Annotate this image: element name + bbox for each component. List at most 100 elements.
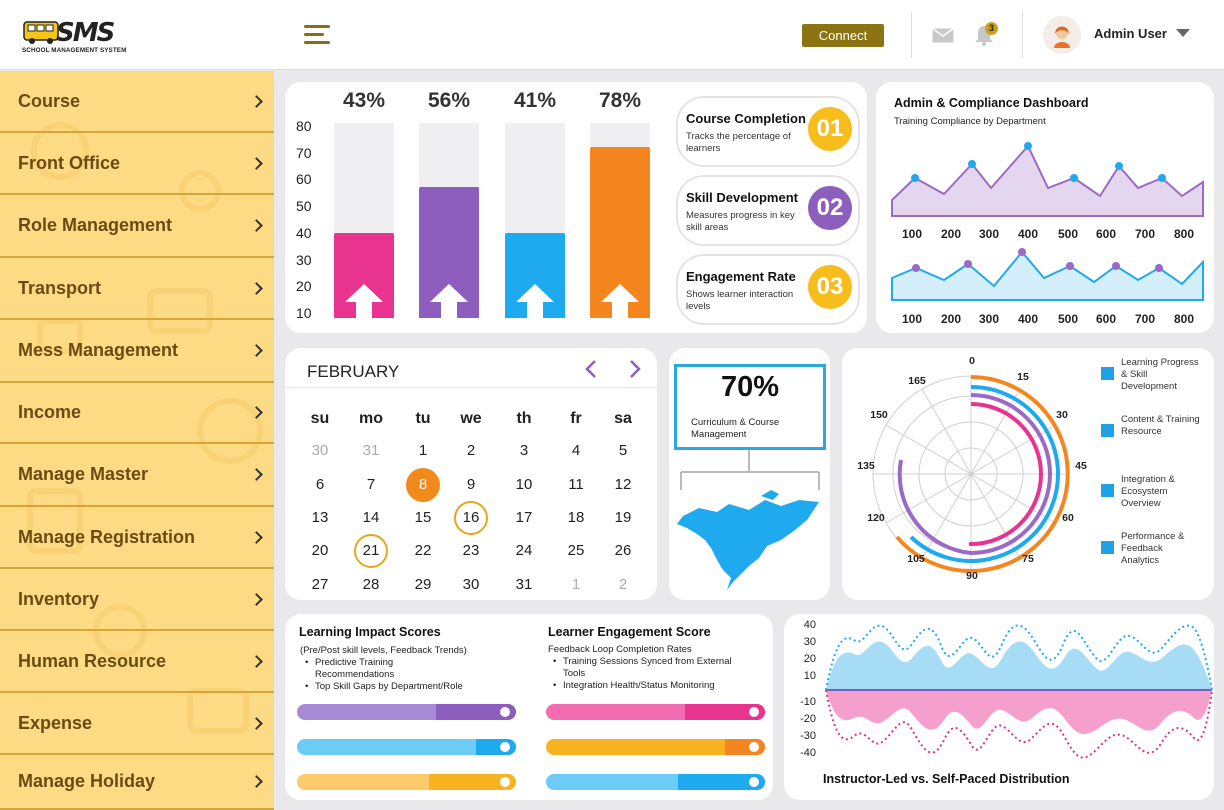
bar-percent-label: 78% (598, 89, 642, 112)
calendar-day[interactable]: 20 (311, 542, 329, 559)
metric-card[interactable]: Course Completion Tracks the percentage o… (676, 96, 860, 167)
sidebar: Course Front Office Role Management Transpo… (0, 71, 274, 810)
compliance-area-blue (891, 250, 1204, 301)
calendar-day[interactable]: 4 (571, 442, 581, 459)
metric-card[interactable]: Engagement Rate Shows learner interaction… (676, 254, 860, 325)
x-axis-tick: 800 (1173, 227, 1195, 241)
sidebar-item[interactable]: Transport (0, 258, 274, 320)
radial-arc-orange (895, 375, 1070, 573)
sidebar-item-label: Human Resource (18, 650, 167, 671)
calendar-day[interactable]: 30 (311, 442, 329, 459)
sidebar-item[interactable]: Role Management (0, 195, 274, 258)
calendar-day[interactable]: 17 (515, 509, 533, 526)
chevron-right-icon (250, 157, 263, 170)
calendar-day[interactable]: 2 (466, 442, 476, 459)
mail-icon[interactable] (932, 28, 954, 43)
sidebar-item[interactable]: Manage Registration (0, 507, 274, 569)
calendar-day[interactable]: 31 (362, 442, 380, 459)
x-axis-tick: 500 (1057, 227, 1079, 241)
avatar[interactable] (1043, 16, 1081, 54)
calendar-day[interactable]: 7 (366, 476, 376, 493)
sidebar-item[interactable]: Inventory (0, 569, 274, 631)
bar-percent-label: 41% (513, 89, 557, 112)
calendar-day[interactable]: 22 (414, 542, 432, 559)
sidebar-item[interactable]: Mess Management (0, 320, 274, 383)
calendar-day[interactable]: 31 (515, 576, 533, 593)
menu-toggle-icon[interactable] (304, 25, 330, 45)
logo-subtitle: SCHOOL MANAGEMENT SYSTEM (22, 47, 127, 54)
calendar-day[interactable]: 5 (618, 442, 628, 459)
calendar-day[interactable]: 19 (614, 509, 632, 526)
x-axis-tick: 100 (901, 227, 923, 241)
metric-title: Skill Development (686, 190, 798, 205)
day-of-week-label: sa (614, 410, 632, 427)
sidebar-item[interactable]: Front Office (0, 134, 274, 195)
divider (285, 387, 657, 388)
chevron-down-icon[interactable] (1176, 29, 1190, 37)
calendar-day[interactable]: 15 (414, 509, 432, 526)
distribution-line-pink (825, 689, 1213, 759)
y-axis-tick: 30 (803, 636, 816, 648)
chevron-right-icon (250, 219, 263, 232)
calendar-day[interactable]: 29 (414, 576, 432, 593)
calendar-day[interactable]: 11 (568, 476, 584, 493)
calendar-day[interactable]: 23 (462, 542, 480, 559)
compliance-points-purple (912, 248, 1163, 272)
calendar-day[interactable]: 16 (454, 501, 488, 535)
logo[interactable]: SMS SCHOOL MANAGEMENT SYSTEM (22, 14, 132, 58)
calendar-day[interactable]: 12 (614, 476, 632, 493)
sidebar-item[interactable]: Income (0, 383, 274, 444)
day-of-week-label: we (460, 410, 482, 427)
calendar-day[interactable]: 3 (519, 442, 529, 459)
calendar-day[interactable]: 21 (354, 534, 388, 568)
progress-bar (297, 704, 516, 720)
x-axis-tick: 400 (1017, 312, 1039, 326)
metric-description: Shows learner interaction levels (686, 289, 794, 312)
calendar-day[interactable]: 27 (311, 576, 329, 593)
legend-label: Performance & Feedback Analytics (1121, 531, 1185, 566)
x-axis-tick: 300 (978, 312, 1000, 326)
sidebar-item-label: Manage Holiday (18, 771, 156, 791)
calendar-day[interactable]: 28 (362, 576, 380, 593)
calendar-day[interactable]: 2 (618, 576, 628, 593)
x-axis-tick: 500 (1057, 312, 1079, 326)
day-of-week-label: su (310, 410, 330, 427)
calendar-day[interactable]: 9 (466, 476, 476, 493)
north-america-map (677, 450, 820, 590)
calendar-day[interactable]: 18 (567, 509, 585, 526)
progress-bar (546, 774, 765, 790)
calendar-month: FEBRUARY (307, 362, 400, 381)
sidebar-item[interactable]: Human Resource (0, 631, 274, 693)
sidebar-item[interactable]: Expense (0, 693, 274, 755)
calendar-day[interactable]: 10 (515, 476, 533, 493)
metric-card[interactable]: Skill Development Measures progress in ke… (676, 175, 860, 246)
y-axis-tick: 40 (296, 224, 312, 241)
calendar-day[interactable]: 24 (515, 542, 533, 559)
radial-angle-label: 60 (1062, 512, 1074, 524)
calendar-day[interactable]: 30 (462, 576, 480, 593)
sidebar-item-label: Expense (18, 712, 93, 733)
chevron-left-icon[interactable] (580, 358, 602, 380)
sidebar-item[interactable]: Course (0, 71, 274, 133)
user-name[interactable]: Admin User (1094, 26, 1167, 41)
calendar-day[interactable]: 8 (406, 468, 440, 502)
notification-badge: 3 (985, 22, 998, 35)
calendar-day[interactable]: 26 (614, 542, 632, 559)
sidebar-item[interactable]: Manage Master (0, 444, 274, 507)
radial-angle-label: 45 (1075, 460, 1087, 472)
sidebar-item[interactable]: Manage Holiday (0, 755, 274, 810)
chevron-right-icon[interactable] (624, 358, 646, 380)
sidebar-item-label: Income (18, 402, 82, 422)
calendar-day[interactable]: 6 (315, 476, 325, 493)
calendar-day[interactable]: 13 (311, 509, 329, 526)
calendar-day[interactable]: 1 (418, 442, 428, 459)
calendar-day[interactable]: 1 (571, 576, 581, 593)
y-axis-tick: -40 (800, 747, 816, 759)
radial-angle-label: 0 (969, 355, 975, 367)
progress-bar (297, 774, 516, 790)
calendar-day[interactable]: 25 (567, 542, 585, 559)
distribution-area-negative (826, 690, 1212, 734)
connect-button[interactable]: Connect (802, 24, 884, 47)
calendar-day[interactable]: 14 (362, 509, 380, 526)
arrow-up-icon (516, 284, 554, 318)
